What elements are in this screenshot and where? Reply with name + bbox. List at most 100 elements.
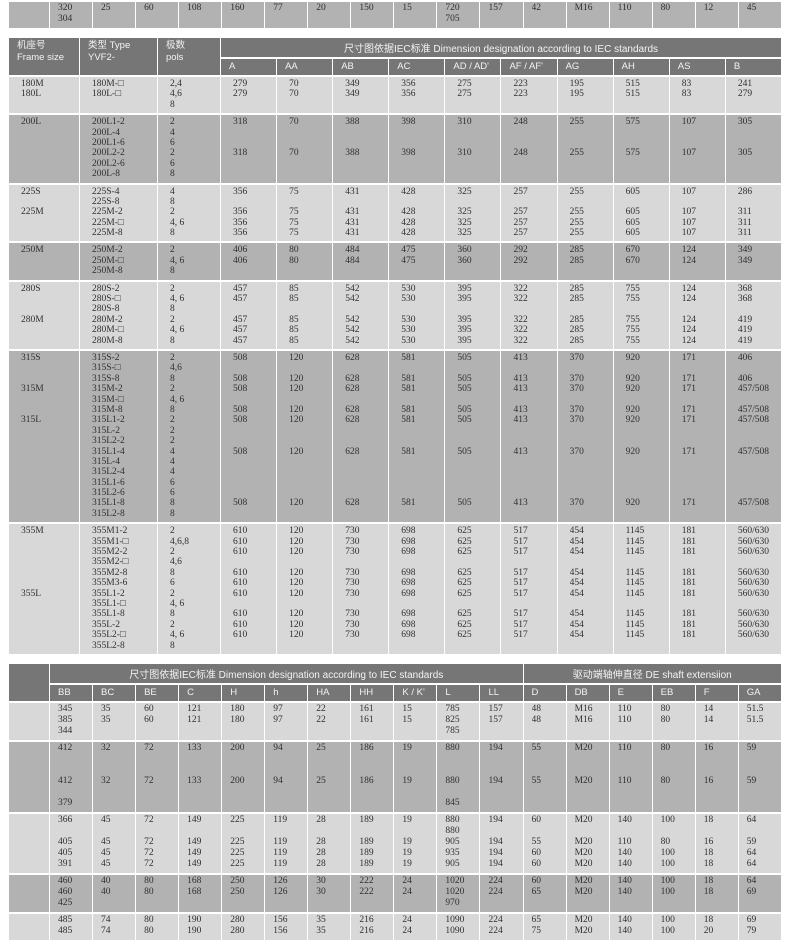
cell-line: [457, 363, 498, 373]
cell-line: [345, 395, 386, 405]
cell-line: 186: [359, 742, 374, 753]
cell-AA: 80 80: [277, 243, 333, 280]
cell-line: 575: [625, 117, 640, 128]
cell-line: [457, 488, 498, 498]
cell-line: 610: [233, 630, 248, 641]
cell-EB: 80 80: [652, 702, 695, 740]
cell-line: 325: [457, 217, 472, 228]
cell-line: 80: [660, 742, 671, 753]
cell-line: [513, 557, 554, 567]
cell-E: 110: [609, 2, 652, 28]
header-line: pols: [166, 52, 184, 63]
cell-line: 457/508: [737, 446, 769, 457]
cell-line: [682, 197, 723, 207]
cell-line: [289, 599, 330, 609]
cell-line: [233, 197, 274, 207]
cell-line: [58, 754, 90, 765]
cell-line: 225: [230, 836, 245, 847]
cell-line: 315L2-4: [92, 467, 125, 478]
cell-line: 355M: [21, 526, 44, 537]
cell-line: [457, 557, 498, 567]
cell-line: 315S-8: [92, 373, 120, 384]
cell-line: 24: [402, 886, 412, 897]
cell-line: 14: [703, 714, 714, 725]
cell-GA: 59 59: [738, 741, 781, 812]
cell-AD: 310 310: [445, 115, 501, 183]
cell-line: M20: [574, 858, 593, 869]
cell-AA: 120 120 120 120 120 120 120 120 120: [277, 524, 333, 654]
cell-line: [21, 374, 77, 384]
cell-line: 257: [513, 207, 528, 218]
cell-line: 120: [289, 547, 304, 558]
cell-line: 126: [273, 886, 288, 897]
row-group: 355M 355L 355M1-2 355M1-□ 355M2-2 355M2-□ 355…: [9, 524, 781, 654]
cell-B: 286 311 311 311: [725, 184, 781, 242]
cell-line: [187, 765, 219, 776]
cell-AD: 505 505 505 505 505 505 505: [445, 350, 501, 523]
cell-line: 25: [316, 742, 326, 753]
cell-line: [21, 363, 77, 373]
cell-C: 108: [179, 2, 222, 28]
cell-HA: 30 30: [308, 874, 351, 912]
cell-line: [570, 363, 611, 373]
cell-line: 107: [681, 186, 696, 197]
cell-line: 280S-8: [92, 304, 120, 315]
cell-blank: [9, 741, 49, 812]
cell-line: 320: [58, 3, 73, 13]
col-header-BC: BC: [93, 684, 136, 701]
cell-line: [21, 537, 77, 547]
cell-line: 730: [345, 567, 360, 578]
cell-line: 100: [660, 875, 675, 886]
cell-line: 74: [101, 914, 111, 925]
cell-line: 355L1-□: [92, 598, 126, 609]
cell-line: 425: [58, 897, 73, 908]
cell-BE: 80 80: [136, 874, 179, 912]
cell-line: 110: [617, 703, 632, 714]
cell-line: [345, 457, 386, 467]
cell-line: 250M-2: [92, 245, 123, 256]
cell-A: 406 406: [221, 243, 277, 280]
row-group: 180M 180L 180M-□ 180L-□ 2,4 4,6 8 279 279 70 70 349…: [9, 77, 781, 114]
cell-line: [289, 488, 330, 498]
cell-line: [233, 363, 274, 373]
cell-BB: 460 460 425: [50, 874, 93, 912]
cell-line: [488, 826, 520, 837]
cell-line: 730: [345, 578, 360, 589]
cell-line: 223: [513, 79, 528, 89]
col-header-AA: AA: [277, 59, 333, 75]
cell-E: 140 110 140 140: [609, 813, 652, 873]
cell-line: [58, 826, 90, 837]
cell-line: 80: [144, 875, 154, 886]
cell-line: 45: [101, 814, 111, 825]
cell-line: 80: [660, 775, 671, 786]
cell-line: 2: [170, 425, 175, 436]
col-header-B: B: [725, 59, 781, 75]
cell-line: 24: [402, 925, 412, 936]
cell-line: 285: [569, 283, 584, 294]
cell-line: 160: [230, 3, 245, 13]
cell-line: 315M: [21, 384, 44, 395]
cell-line: 485: [58, 925, 73, 936]
cell-line: 194: [488, 775, 503, 786]
cell-line: 581: [401, 384, 416, 395]
cell-line: 4, 6: [170, 217, 185, 228]
cell-BC: 45 45 45 45: [93, 813, 136, 873]
cell-line: 6: [170, 488, 175, 499]
cell-line: 395: [457, 294, 472, 305]
cell-line: 119: [273, 814, 288, 825]
cell-line: 180M-□: [92, 79, 124, 89]
cell-AC: 398 398: [389, 115, 445, 183]
cell-line: 225M-2: [92, 207, 123, 218]
cell-line: 255: [569, 148, 584, 159]
cell-line: 80: [144, 886, 154, 897]
cell-line: 560/630: [737, 567, 769, 578]
iec-dimension-table-lower: 尺寸图依据IEC标准 Dimension designation accordi…: [8, 662, 782, 942]
cell-line: [273, 826, 305, 837]
cell-D: 55 55: [523, 741, 566, 812]
cell-line: 124: [681, 335, 696, 346]
cell-line: 28: [316, 858, 326, 869]
cell-line: 14: [703, 703, 714, 714]
cell-line: 505: [457, 446, 472, 457]
cell-line: [289, 304, 330, 314]
cell-line: [570, 426, 611, 436]
